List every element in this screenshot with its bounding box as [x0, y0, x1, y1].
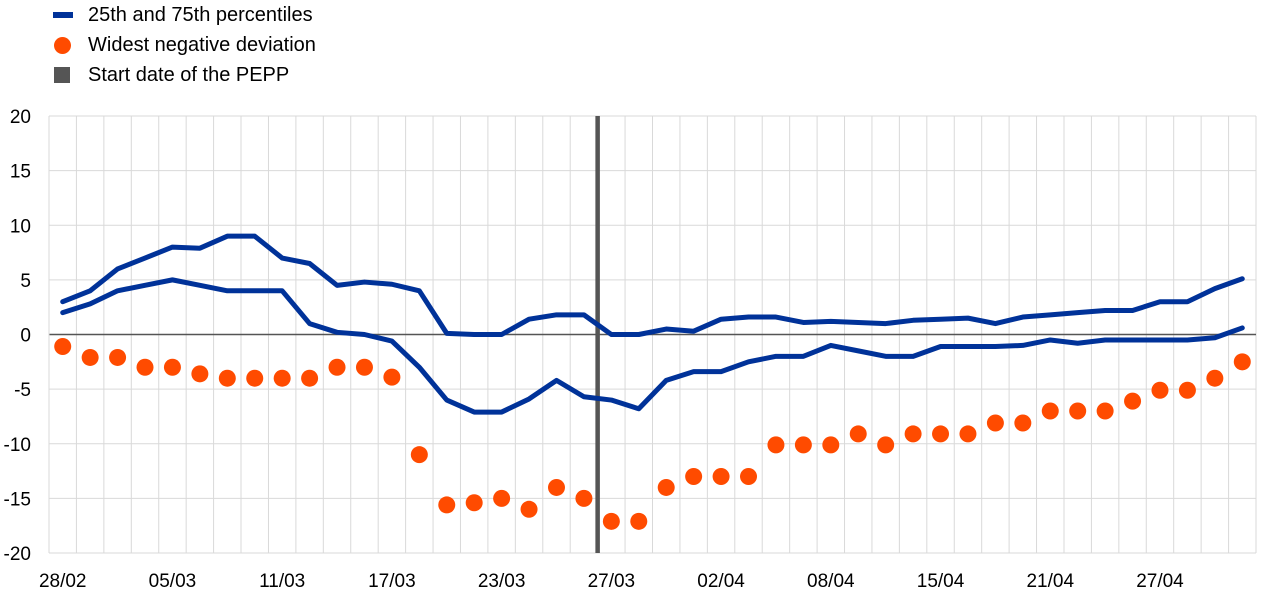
negative-deviation-point — [767, 436, 785, 454]
x-tick-label: 08/04 — [807, 571, 855, 592]
negative-deviation-point — [383, 368, 401, 386]
negative-deviation-point — [109, 348, 127, 366]
negative-deviation-point — [1233, 353, 1251, 371]
negative-deviation-point — [273, 369, 291, 387]
negative-deviation-point — [246, 369, 264, 387]
negative-deviation-point — [54, 338, 72, 356]
legend-label: Widest negative deviation — [88, 33, 316, 56]
negative-deviation-point — [547, 478, 565, 496]
negative-deviation-point — [849, 425, 867, 443]
y-tick-label: 5 — [20, 271, 31, 292]
negative-deviation-point — [685, 468, 703, 486]
negative-deviation-point — [410, 446, 428, 464]
x-tick-label: 17/03 — [368, 571, 416, 592]
negative-deviation-point — [218, 369, 236, 387]
negative-deviation-point — [1041, 402, 1059, 420]
x-tick-label: 28/02 — [39, 571, 87, 592]
legend-item-percentiles: 25th and 75th percentiles — [50, 0, 316, 30]
negative-deviation-point — [657, 478, 675, 496]
negative-deviation-point — [877, 436, 895, 454]
y-tick-label: 20 — [10, 107, 31, 128]
legend-square-swatch — [54, 67, 70, 83]
negative-deviation-point — [932, 425, 950, 443]
negative-deviation-point — [1206, 369, 1224, 387]
legend-item-negative-deviation: Widest negative deviation — [50, 30, 316, 60]
y-tick-label: 15 — [10, 162, 31, 183]
negative-deviation-point — [904, 425, 922, 443]
negative-deviation-point — [1096, 402, 1114, 420]
negative-deviation-point — [822, 436, 840, 454]
legend-label: 25th and 75th percentiles — [88, 3, 313, 26]
y-tick-label: 0 — [20, 326, 31, 347]
negative-deviation-point — [355, 358, 373, 376]
series-line-75th-percentile — [60, 233, 1245, 337]
negative-deviation-point — [438, 496, 456, 514]
negative-deviation-point — [520, 500, 538, 518]
series-line-25th-percentile — [60, 277, 1245, 415]
negative-deviation-point — [575, 489, 593, 507]
x-tick-label: 02/04 — [697, 571, 745, 592]
negative-deviation-point — [1124, 392, 1142, 410]
x-tick-label: 15/04 — [917, 571, 965, 592]
negative-deviation-point — [630, 512, 648, 530]
y-tick-label: 10 — [10, 216, 31, 237]
negative-deviation-point — [740, 468, 758, 486]
x-tick-label: 27/03 — [588, 571, 636, 592]
negative-deviation-point — [328, 358, 346, 376]
negative-deviation-point — [136, 358, 154, 376]
y-tick-label: -15 — [4, 489, 31, 510]
negative-deviation-point — [602, 512, 620, 530]
negative-deviation-point — [81, 348, 99, 366]
x-tick-label: 05/03 — [149, 571, 197, 592]
x-tick-label: 23/03 — [478, 571, 526, 592]
legend-dot-swatch — [54, 36, 71, 54]
negative-deviation-point — [465, 494, 483, 512]
legend: 25th and 75th percentiles Widest negativ… — [50, 0, 316, 90]
negative-deviation-point — [1069, 402, 1087, 420]
negative-deviation-point — [1151, 381, 1169, 399]
x-tick-label: 21/04 — [1026, 571, 1074, 592]
negative-deviation-point — [163, 358, 181, 376]
y-tick-label: -10 — [4, 435, 31, 456]
negative-deviation-point — [712, 468, 730, 486]
legend-label: Start date of the PEPP — [88, 63, 290, 86]
x-tick-label: 27/04 — [1136, 571, 1184, 592]
y-tick-label: -5 — [14, 380, 31, 401]
negative-deviation-point — [959, 425, 977, 443]
negative-deviation-point — [1178, 381, 1196, 399]
legend-line-swatch — [53, 12, 73, 18]
y-tick-label: -20 — [4, 544, 31, 565]
legend-item-pepp-start: Start date of the PEPP — [50, 60, 316, 90]
negative-deviation-point — [986, 414, 1004, 432]
x-tick-label: 11/03 — [259, 571, 305, 592]
negative-deviation-point — [301, 369, 319, 387]
negative-deviation-point — [1014, 414, 1032, 432]
negative-deviation-point — [794, 436, 812, 454]
negative-deviation-point — [493, 489, 511, 507]
negative-deviation-point — [191, 365, 209, 383]
